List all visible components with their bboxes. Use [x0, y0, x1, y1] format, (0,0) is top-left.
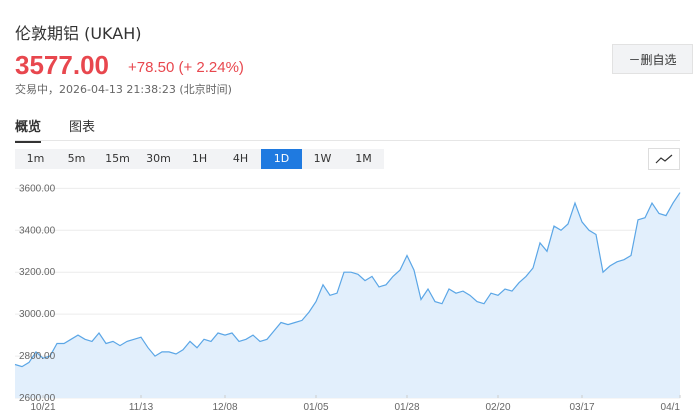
x-tick-label: 01/05	[303, 402, 328, 413]
x-tick-label: 04/1	[661, 402, 681, 413]
x-tick-label: 03/17	[569, 402, 594, 413]
area	[15, 192, 680, 398]
y-tick-label: 2800.00	[19, 351, 56, 362]
timeframe-button[interactable]: 1m	[26, 152, 45, 165]
chart-type-button[interactable]	[648, 148, 680, 170]
y-tick-label: 3000.00	[19, 309, 56, 320]
tab[interactable]: 图表	[69, 120, 96, 135]
timeframe-button[interactable]: 15m	[105, 152, 130, 165]
chart-type-icon	[655, 154, 673, 164]
x-tick-label: 10/21	[30, 402, 55, 413]
watchlist-button[interactable]: －删自选	[612, 44, 693, 74]
timeframe-button[interactable]: 1M	[355, 152, 372, 165]
tabs: 概览 图表	[15, 116, 95, 143]
price-change: +78.50 (+ 2.24%)	[128, 59, 244, 76]
timeframe-button[interactable]: 5m	[67, 152, 86, 165]
chart: 2600.00 2800.00 3000.00 3200.00 3400.00 3600.…	[14, 183, 681, 413]
timeframe-button[interactable]: 1H	[191, 152, 208, 165]
x-tick-label: 12/08	[212, 402, 237, 413]
timeframe-button[interactable]: 4H	[232, 152, 249, 165]
tab[interactable]: 概览	[15, 116, 42, 143]
timeframe-button[interactable]: 30m	[146, 152, 171, 165]
divider	[15, 140, 680, 141]
line	[14, 192, 681, 368]
instrument-title: 伦敦期铝 (UKAH)	[15, 24, 142, 43]
timeframe-button[interactable]: 1W	[313, 152, 332, 165]
y-tick-label: 2600.00	[19, 393, 56, 404]
timeframe-button[interactable]: 1D	[261, 149, 302, 169]
y-tick-label: 3400.00	[19, 225, 56, 236]
price: 3577.00	[15, 50, 109, 80]
y-tick-label: 3600.00	[19, 183, 56, 194]
trade-status: 交易中，2026-04-13 21:38:23 (北京时间)	[15, 83, 232, 96]
x-tick-label: 02/20	[485, 402, 510, 413]
timeframe-bar: 1m 5m 15m 30m 1H 4H 1D 1W 1M	[15, 149, 384, 169]
x-tick-label: 01/28	[394, 402, 419, 413]
y-tick-label: 3200.00	[19, 267, 56, 278]
x-tick-label: 11/13	[129, 402, 154, 413]
